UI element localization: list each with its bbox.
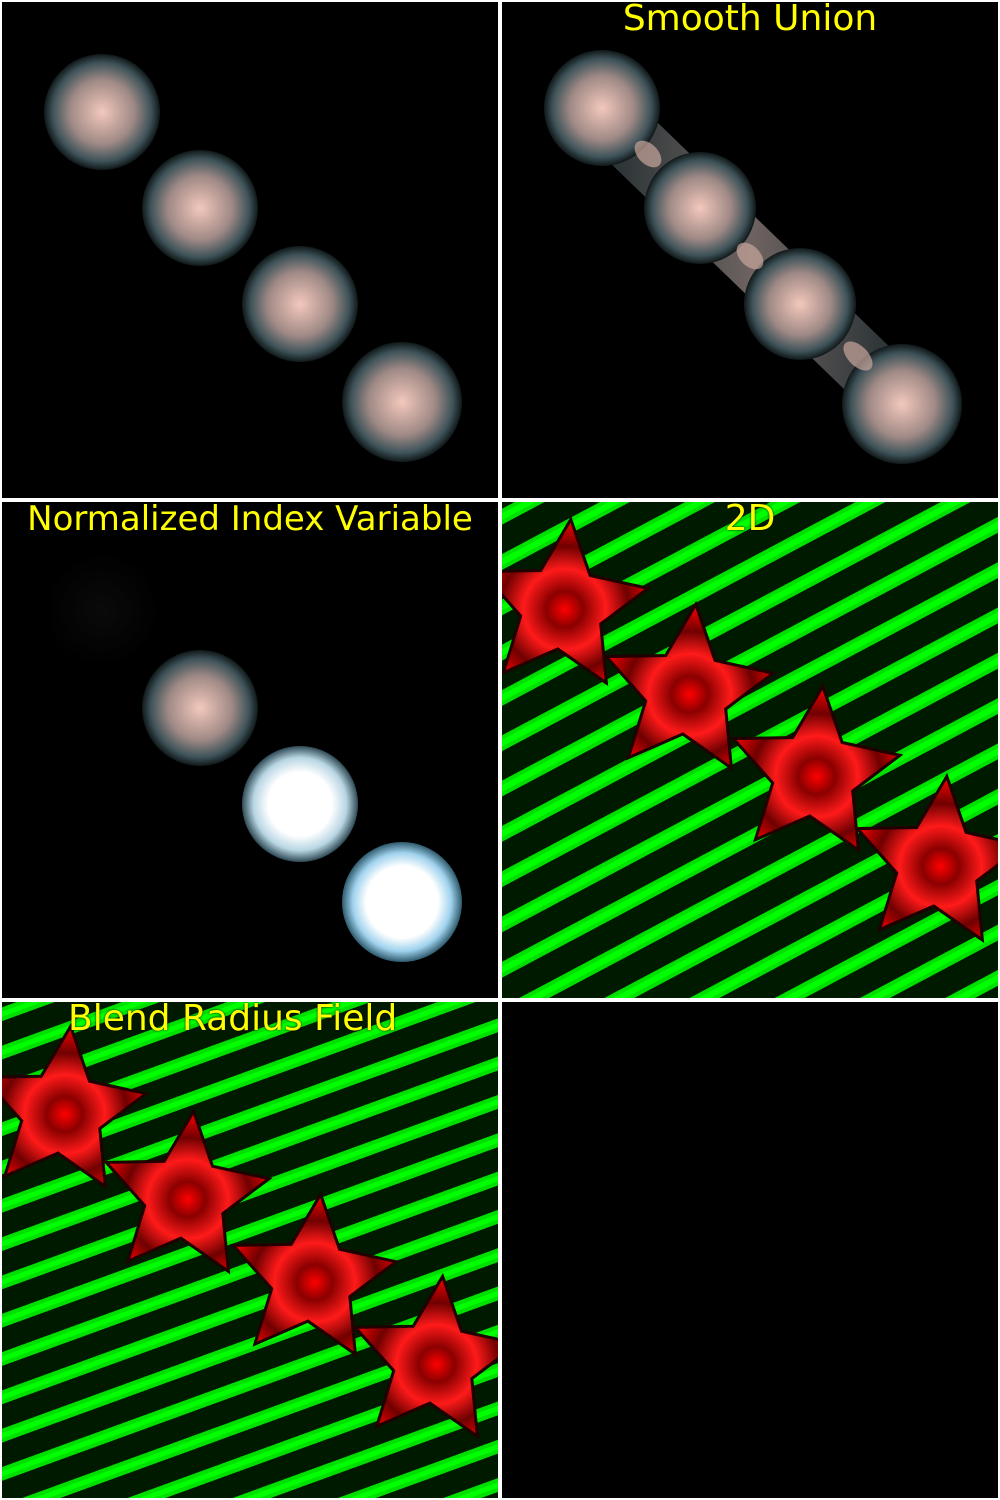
smooth-union-render — [544, 50, 962, 464]
panel-label-smooth-union: Smooth Union — [622, 2, 878, 39]
star-group — [2, 1022, 498, 1440]
sphere-4 — [342, 342, 462, 462]
panel-label-blend-radius: Blend Radius Field — [68, 1002, 398, 1039]
smooth-union-blob — [544, 50, 962, 464]
panel-spheres — [2, 2, 498, 498]
panel-label-normalized-index: Normalized Index Variable — [27, 502, 473, 539]
star-4 — [854, 772, 998, 944]
panel-2d: 2D — [502, 502, 998, 998]
star-4 — [352, 1272, 498, 1440]
2d-render — [502, 502, 998, 998]
sphere-mid — [142, 650, 258, 766]
sphere-3 — [242, 246, 358, 362]
blend-radius-render — [2, 1002, 498, 1498]
star-1 — [502, 515, 652, 687]
panel-label-2d: 2D — [724, 502, 776, 539]
sphere-brightest — [342, 842, 462, 962]
star-3 — [730, 682, 904, 854]
panel-smooth-union: Smooth Union — [502, 2, 998, 498]
panel-normalized-index: Normalized Index Variable — [2, 502, 498, 998]
star-1 — [2, 1022, 150, 1190]
sphere-dim — [44, 552, 160, 668]
star-2 — [603, 600, 777, 772]
sphere-2 — [142, 150, 258, 266]
star-3 — [230, 1190, 400, 1358]
panel-empty — [502, 1002, 998, 1498]
sphere-bright — [242, 746, 358, 862]
normalized-index-render — [44, 552, 462, 962]
star-group — [502, 515, 998, 944]
star-2 — [103, 1107, 273, 1275]
spheres-render — [44, 54, 462, 462]
sphere-1 — [44, 54, 160, 170]
panel-blend-radius: Blend Radius Field — [2, 1002, 498, 1498]
